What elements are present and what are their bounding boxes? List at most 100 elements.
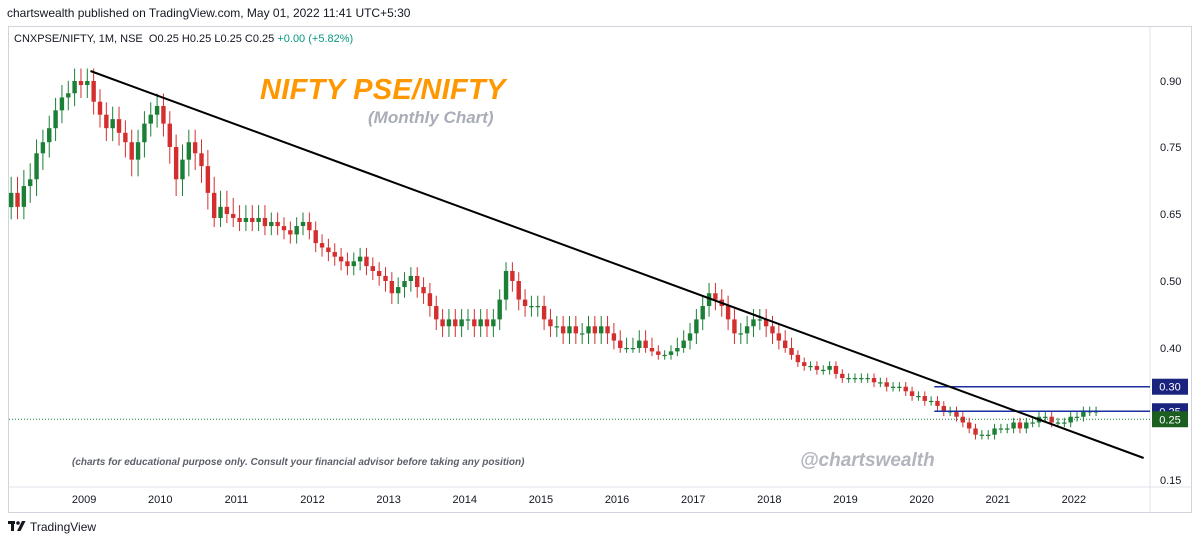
candle-body xyxy=(909,391,915,397)
footer-brand[interactable]: TradingView xyxy=(8,520,96,534)
candle-body xyxy=(865,378,870,380)
candle-body xyxy=(21,186,27,207)
candle-body xyxy=(821,369,826,372)
candle-body xyxy=(1081,411,1086,417)
candle-body xyxy=(890,386,896,388)
candle-body xyxy=(827,365,832,370)
candle-body xyxy=(1011,422,1016,429)
candle-body xyxy=(643,340,648,348)
candle-body xyxy=(802,362,807,366)
candle-body xyxy=(211,192,217,218)
candle-body xyxy=(402,281,407,288)
candle-body xyxy=(199,153,204,167)
candle-body xyxy=(256,217,261,222)
candle-body xyxy=(307,221,312,231)
candle-body xyxy=(59,97,65,111)
candle-body xyxy=(548,319,553,327)
candle-body xyxy=(453,319,458,327)
candle-body xyxy=(370,266,376,271)
candle-body xyxy=(40,142,46,154)
candle-body xyxy=(434,306,439,320)
candle-body xyxy=(751,319,756,327)
candle-body xyxy=(852,378,858,380)
candle-body xyxy=(510,270,515,281)
candle-body xyxy=(440,319,445,327)
x-tick-label: 2015 xyxy=(529,494,553,506)
x-tick-label: 2017 xyxy=(681,494,705,506)
candle-body xyxy=(478,319,483,327)
candle-body xyxy=(1024,422,1029,429)
candle-body xyxy=(332,252,337,257)
candle-body xyxy=(503,270,509,300)
candle-body xyxy=(154,105,160,115)
x-tick-label: 2010 xyxy=(148,494,172,506)
candle-body xyxy=(903,386,908,392)
x-tick-label: 2020 xyxy=(909,494,933,506)
candle-body xyxy=(687,333,693,341)
x-tick-label: 2013 xyxy=(376,494,400,506)
candle-body xyxy=(148,114,153,124)
candle-body xyxy=(415,275,420,288)
candle-body xyxy=(846,378,851,380)
candle-body xyxy=(135,142,141,160)
candle-body xyxy=(446,319,452,327)
candle-body xyxy=(935,400,940,406)
candle-body xyxy=(649,348,655,352)
candle-body xyxy=(427,293,433,307)
last-price-badge xyxy=(1152,411,1188,428)
y-tick-label: 0.40 xyxy=(1160,343,1181,355)
candle-body xyxy=(180,159,185,180)
candle-body xyxy=(725,306,731,320)
candle-body xyxy=(928,400,934,403)
candle-body xyxy=(700,306,705,320)
candle-body xyxy=(357,256,363,262)
candle-body xyxy=(732,319,737,334)
candle-body xyxy=(954,411,959,417)
candle-body xyxy=(960,416,966,423)
candle-body xyxy=(484,319,490,327)
candle-body xyxy=(161,105,166,124)
publisher-line: chartswealth published on TradingView.co… xyxy=(7,6,411,20)
x-tick-label: 2018 xyxy=(757,494,781,506)
candle-body xyxy=(675,348,680,352)
x-tick-label: 2019 xyxy=(833,494,857,506)
candle-body xyxy=(376,270,382,276)
y-tick-label: 0.75 xyxy=(1160,142,1181,154)
candle-body xyxy=(1074,416,1080,418)
candle-body xyxy=(738,333,743,335)
candle-body xyxy=(782,340,788,348)
candle-body xyxy=(338,256,344,262)
candle-body xyxy=(47,128,52,143)
candle-body xyxy=(560,326,566,334)
candle-body xyxy=(421,287,426,294)
trendline xyxy=(90,70,1145,459)
candle-body xyxy=(186,142,192,160)
x-tick-label: 2009 xyxy=(72,494,96,506)
candle-body xyxy=(541,306,547,320)
candle-body xyxy=(167,123,172,147)
candle-body xyxy=(998,428,1004,430)
candle-body xyxy=(592,326,598,334)
candle-body xyxy=(973,428,978,435)
candle-body xyxy=(624,348,629,350)
candle-body xyxy=(941,405,947,412)
candle-body xyxy=(979,434,985,436)
candle-body xyxy=(224,206,230,214)
candle-body xyxy=(300,221,306,227)
candle-body xyxy=(1017,422,1023,429)
candle-body xyxy=(116,119,122,133)
candle-body xyxy=(395,287,401,294)
footer-brand-label: TradingView xyxy=(30,520,97,534)
candle-body xyxy=(129,142,134,160)
x-tick-label: 2016 xyxy=(605,494,629,506)
candle-body xyxy=(294,226,299,235)
candle-body xyxy=(992,428,997,435)
candle-body xyxy=(205,166,211,193)
chart-frame[interactable] xyxy=(8,26,1192,513)
candle-body xyxy=(262,217,268,227)
candle-body xyxy=(72,81,77,94)
candle-body xyxy=(884,382,889,387)
candle-body xyxy=(763,319,769,327)
candle-body xyxy=(833,365,839,374)
